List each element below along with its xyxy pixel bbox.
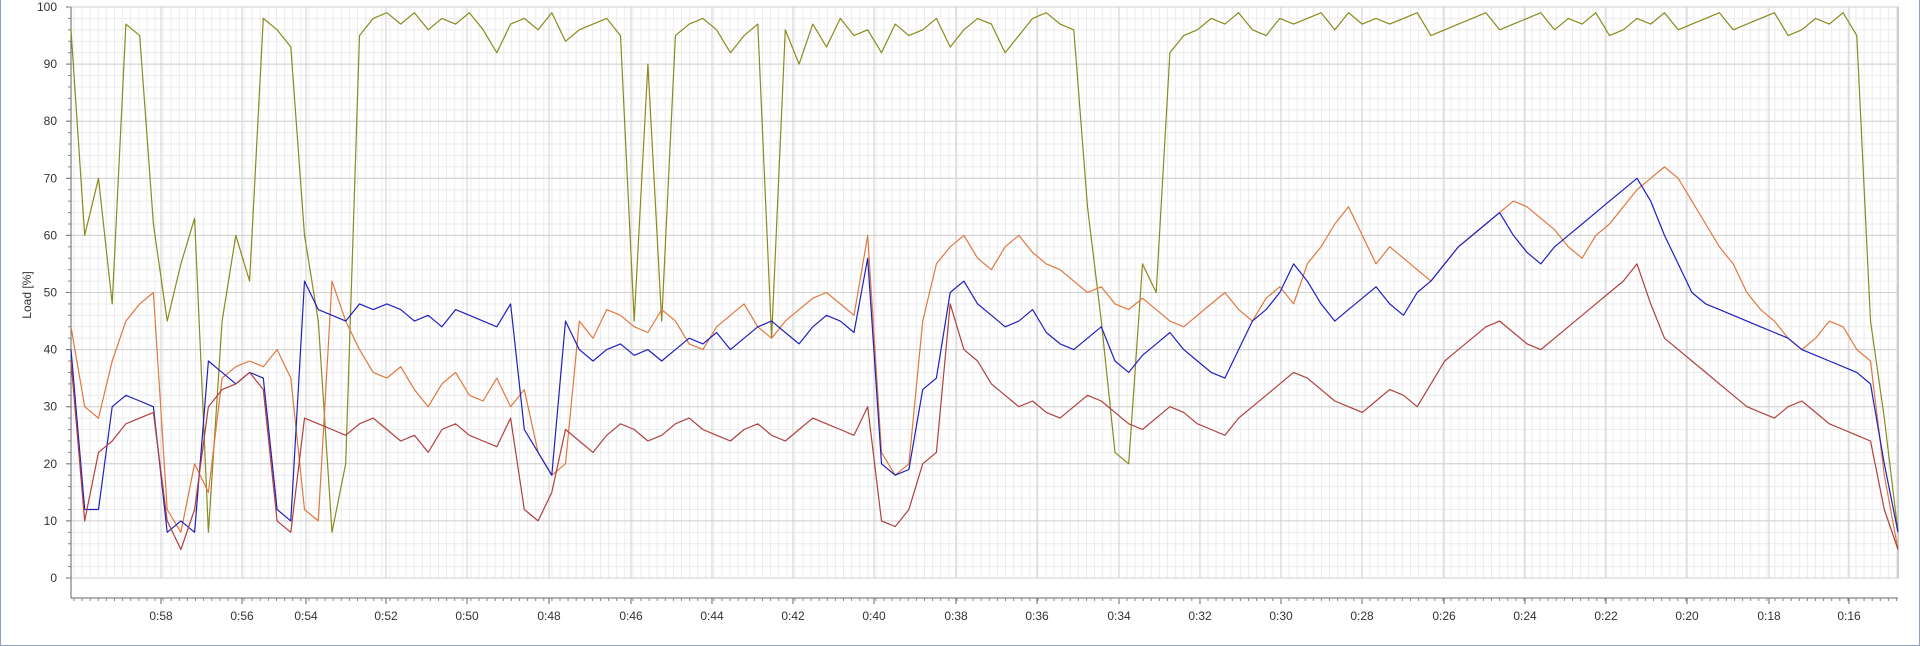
y-tick-label: 20 xyxy=(44,457,58,471)
x-tick-label: 0:30 xyxy=(1269,609,1293,623)
x-tick-label: 0:20 xyxy=(1675,609,1699,623)
y-tick-label: 40 xyxy=(44,343,58,357)
y-axis: 0 10 20 30 40 50 60 70 80 90 100 xyxy=(37,0,72,598)
x-tick-label: 0:18 xyxy=(1757,609,1781,623)
x-tick-label: 0:34 xyxy=(1107,609,1131,623)
x-tick-label: 0:56 xyxy=(230,609,254,623)
x-tick-label: 0:24 xyxy=(1513,609,1537,623)
x-tick-label: 0:16 xyxy=(1837,609,1861,623)
x-tick-label: 0:32 xyxy=(1188,609,1212,623)
series-layer xyxy=(70,12,1899,551)
x-tick-label: 0:48 xyxy=(537,609,561,623)
x-tick-label: 0:42 xyxy=(781,609,805,623)
x-axis: 0:58 0:56 0:54 0:52 0:50 0:48 0:46 0:44 0:42 0:40… xyxy=(71,597,1898,623)
y-axis-title: Load [%] xyxy=(20,271,34,318)
series-line-1 xyxy=(70,12,1899,533)
x-tick-label: 0:26 xyxy=(1432,609,1456,623)
series-line-4 xyxy=(70,263,1899,551)
major-grid xyxy=(71,6,1898,579)
y-tick-label: 90 xyxy=(44,57,58,71)
x-tick-label: 0:22 xyxy=(1594,609,1618,623)
series-line-3 xyxy=(70,177,1899,533)
y-tick-label: 0 xyxy=(50,571,57,585)
y-tick-label: 70 xyxy=(44,171,58,185)
x-tick-label: 0:40 xyxy=(862,609,886,623)
x-tick-label: 0:44 xyxy=(700,609,724,623)
y-tick-label: 60 xyxy=(44,228,58,242)
x-tick-label: 0:50 xyxy=(455,609,479,623)
y-tick-label: 100 xyxy=(37,0,57,14)
y-tick-label: 50 xyxy=(44,286,58,300)
y-tick-label: 30 xyxy=(44,400,58,414)
y-tick-label: 10 xyxy=(44,514,58,528)
x-tick-label: 0:28 xyxy=(1350,609,1374,623)
x-tick-label: 0:52 xyxy=(374,609,398,623)
x-tick-label: 0:38 xyxy=(944,609,968,623)
series-line-2 xyxy=(70,166,1899,550)
y-tick-label: 80 xyxy=(44,114,58,128)
x-tick-label: 0:36 xyxy=(1025,609,1049,623)
x-tick-label: 0:54 xyxy=(294,609,318,623)
x-tick-label: 0:46 xyxy=(619,609,643,623)
x-tick-label: 0:58 xyxy=(149,609,173,623)
